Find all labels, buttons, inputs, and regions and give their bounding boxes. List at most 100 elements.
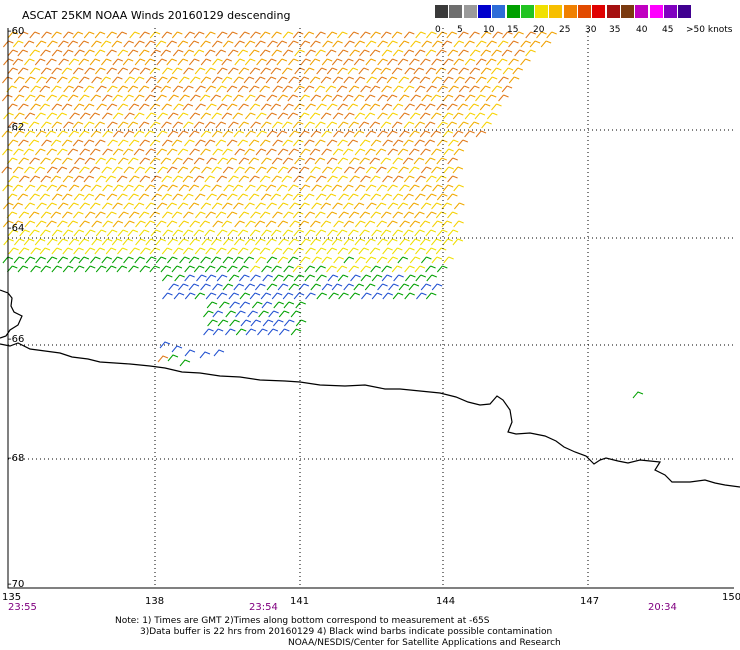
wind-barb [91, 76, 102, 84]
wind-barb [73, 103, 85, 111]
wind-barb [112, 184, 124, 192]
wind-barb [155, 256, 167, 264]
wind-barb [128, 265, 139, 273]
wind-barb [227, 31, 238, 39]
wind-barb [292, 193, 304, 201]
wind-barb [200, 112, 212, 120]
wind-barb [204, 121, 216, 129]
wind-barb [221, 94, 233, 102]
wind-barb [458, 31, 469, 39]
wind-barb [95, 67, 106, 75]
wind-barb [391, 265, 403, 273]
wind-barb [424, 139, 436, 147]
wind-barb [62, 265, 74, 273]
wind-barb [78, 130, 90, 138]
wind-barb [392, 157, 404, 165]
wind-barb [3, 238, 14, 246]
wind-barb [443, 256, 454, 264]
wind-barb [369, 175, 381, 183]
wind-barb [513, 31, 524, 39]
wind-barb [270, 67, 282, 75]
wind-barb [245, 130, 256, 138]
wind-barb [300, 238, 311, 246]
wind-barb [177, 40, 189, 48]
wind-barb [57, 238, 68, 246]
wind-barb [464, 76, 476, 84]
wind-barb [349, 175, 360, 183]
wind-barb [188, 283, 200, 291]
wind-barb [234, 220, 245, 228]
wind-barb [261, 301, 273, 309]
wind-barb [520, 58, 531, 66]
wind-barb [354, 112, 366, 120]
wind-barb [311, 202, 322, 210]
wind-barb [160, 157, 172, 165]
wind-barb [442, 130, 453, 138]
wind-barb [431, 148, 442, 156]
wind-barb [437, 85, 448, 93]
wind-barb [166, 58, 177, 66]
wind-barb [117, 49, 129, 57]
wind-barb [508, 58, 519, 66]
wind-barb [336, 85, 348, 93]
wind-barb [211, 130, 223, 138]
legend-swatch [606, 5, 620, 18]
wind-barb [8, 247, 19, 255]
wind-barb [326, 247, 338, 255]
wind-barb [217, 319, 229, 327]
wind-barb [240, 319, 252, 327]
wind-barb [67, 94, 79, 102]
wind-barb [283, 265, 294, 273]
wind-barb [256, 58, 267, 66]
wind-barb [233, 238, 245, 246]
wind-barb [233, 76, 244, 84]
wind-barb [358, 121, 370, 129]
wind-barb [536, 31, 547, 39]
wind-barb [364, 94, 376, 102]
wind-barb [305, 49, 316, 57]
wind-barb [365, 166, 377, 174]
wind-barb [182, 193, 194, 201]
wind-barb [348, 247, 359, 255]
wind-barb [431, 76, 443, 84]
wind-barb [172, 85, 184, 93]
wind-barb [135, 220, 146, 228]
wind-barb [205, 85, 216, 93]
wind-barb [205, 67, 216, 75]
wind-barb [222, 166, 234, 174]
wind-barb [404, 292, 415, 300]
wind-barb [207, 319, 218, 327]
wind-barb [102, 184, 113, 192]
wind-barb [12, 166, 24, 174]
wind-barb [464, 130, 475, 138]
legend-swatch [520, 5, 534, 18]
wind-barb [46, 256, 58, 264]
wind-barb [211, 40, 223, 48]
wind-barb [431, 202, 442, 210]
wind-barb [221, 220, 232, 228]
wind-barb [276, 130, 288, 138]
wind-barb [404, 247, 415, 255]
wind-barb [73, 265, 85, 273]
wind-barb [193, 157, 205, 165]
wind-barb [178, 76, 190, 84]
wind-barb [144, 184, 156, 192]
wind-barb [276, 58, 288, 66]
wind-barb [61, 211, 73, 219]
wind-barb [161, 139, 173, 147]
wind-barb [151, 85, 162, 93]
lat-label: -62 [8, 122, 25, 133]
wind-barb [215, 265, 227, 273]
wind-barb [337, 139, 348, 147]
wind-barb [173, 103, 184, 111]
wind-barb [343, 220, 354, 228]
time-label: 23:54 [249, 602, 278, 613]
wind-barb [442, 184, 454, 192]
wind-barb [288, 148, 300, 156]
wind-barb [171, 345, 183, 353]
wind-barb [46, 112, 58, 120]
wind-barb [67, 148, 79, 156]
wind-barb [12, 220, 24, 228]
wind-barb [485, 58, 497, 66]
wind-barb [232, 256, 244, 264]
